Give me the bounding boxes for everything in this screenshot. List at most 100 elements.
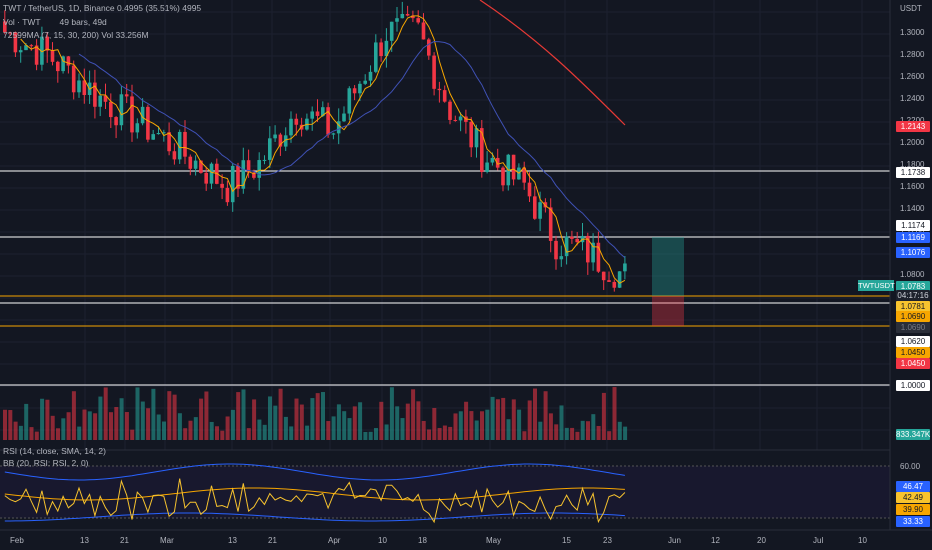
volume-bar bbox=[623, 426, 628, 440]
volume-bar bbox=[241, 389, 246, 440]
price-tick: 1.0800 bbox=[900, 270, 925, 279]
volume-bar bbox=[87, 411, 92, 440]
volume-bar bbox=[548, 413, 553, 440]
time-tick: 23 bbox=[603, 536, 612, 545]
volume-bar bbox=[13, 421, 18, 440]
volume-bar bbox=[278, 388, 283, 440]
volume-bar bbox=[24, 403, 29, 440]
volume-bar bbox=[570, 427, 575, 440]
candle-body bbox=[140, 106, 145, 124]
candle-body bbox=[225, 187, 230, 203]
price-tag: 1.0690 bbox=[896, 322, 930, 333]
price-tag: 833.347K bbox=[896, 429, 931, 440]
volume-bar bbox=[368, 431, 373, 440]
rsi-ma-line bbox=[4, 487, 625, 501]
candle-body bbox=[3, 21, 7, 33]
time-tick: 12 bbox=[711, 536, 720, 545]
price-tag: 04:17:16 bbox=[896, 290, 930, 301]
volume-bar bbox=[464, 401, 469, 440]
symbol-line[interactable]: TWT / TetherUS, 1D, Binance bbox=[3, 3, 115, 13]
time-tick: 21 bbox=[120, 536, 129, 545]
candle-body bbox=[374, 42, 378, 72]
volume-bar bbox=[326, 421, 331, 440]
candle-body bbox=[273, 134, 277, 139]
candle-body bbox=[543, 202, 548, 208]
candle-body bbox=[289, 118, 293, 136]
ma-value: Vol 33.256M bbox=[101, 30, 149, 40]
candle-body bbox=[257, 160, 261, 178]
candle-body bbox=[188, 156, 193, 169]
ma-label[interactable]: 72599MA (7, 15, 30, 200) bbox=[3, 30, 99, 40]
volume-bar bbox=[193, 417, 198, 440]
volume-value: 49 bars, 49d bbox=[59, 17, 107, 27]
candle-body bbox=[347, 88, 352, 114]
candle-body bbox=[559, 256, 564, 260]
candle-body bbox=[511, 154, 516, 180]
volume-bar bbox=[442, 425, 447, 440]
volume-bar bbox=[384, 424, 389, 440]
volume-bar bbox=[220, 430, 225, 440]
volume-bar bbox=[310, 398, 315, 440]
candle-body bbox=[183, 131, 187, 157]
candle-body bbox=[66, 56, 71, 66]
candle-body bbox=[384, 40, 389, 57]
candle-body bbox=[61, 56, 65, 72]
volume-bar bbox=[305, 425, 310, 440]
rsi-legend-1[interactable]: RSI (14, close, SMA, 14, 2) bbox=[3, 446, 106, 456]
rsi-bb-lower bbox=[4, 512, 625, 522]
candle-body bbox=[352, 88, 357, 94]
time-tick: 13 bbox=[80, 536, 89, 545]
volume-bar bbox=[564, 427, 569, 440]
volume-bar bbox=[252, 399, 257, 440]
volume-bar bbox=[66, 412, 71, 440]
volume-bar bbox=[167, 391, 172, 440]
candle-body bbox=[586, 235, 590, 263]
time-tick: 10 bbox=[858, 536, 867, 545]
candle-body bbox=[167, 132, 171, 152]
rsi-tag: 33.33 bbox=[896, 516, 930, 527]
volume-bar bbox=[607, 431, 612, 440]
volume-bar bbox=[236, 392, 241, 440]
volume-bar bbox=[56, 428, 60, 440]
candle-body bbox=[617, 271, 622, 288]
price-tick: 1.1800 bbox=[900, 160, 925, 169]
volume-bar bbox=[490, 396, 495, 440]
rsi-bb-upper bbox=[4, 463, 625, 481]
candle-body bbox=[448, 101, 452, 120]
time-tick: 21 bbox=[268, 536, 277, 545]
volume-bar bbox=[283, 416, 288, 440]
candle-body bbox=[294, 118, 299, 125]
ma-fast-line bbox=[20, 15, 626, 284]
volume-bar bbox=[596, 425, 601, 440]
volume-bar bbox=[421, 420, 426, 440]
volume-bar bbox=[183, 428, 188, 440]
candle-body bbox=[241, 160, 246, 189]
candle-body bbox=[230, 165, 235, 203]
candle-body bbox=[98, 95, 102, 107]
price-tag: 1.0690 bbox=[896, 311, 930, 322]
candle-body bbox=[103, 95, 108, 102]
price-tick: 1.1600 bbox=[900, 182, 925, 191]
volume-bar bbox=[98, 396, 103, 440]
volume-bar bbox=[34, 431, 39, 440]
candle-body bbox=[119, 94, 124, 126]
price-tick: 1.1400 bbox=[900, 204, 925, 213]
volume-bar bbox=[225, 416, 230, 440]
currency-label: USDT bbox=[900, 4, 922, 13]
volume-bar bbox=[130, 429, 135, 440]
candle-body bbox=[395, 18, 399, 22]
volume-bar bbox=[480, 411, 484, 440]
volume-bar bbox=[432, 408, 437, 440]
volume-bar bbox=[146, 408, 151, 440]
volume-bar bbox=[151, 388, 156, 440]
candle-body bbox=[480, 128, 484, 172]
candle-body bbox=[527, 182, 532, 197]
rsi-legend-2[interactable]: BB (20, RSI: RSI, 2, 0) bbox=[3, 458, 89, 468]
volume-label[interactable]: Vol · TWT bbox=[3, 17, 41, 27]
time-tick: 13 bbox=[228, 536, 237, 545]
candle-body bbox=[321, 107, 325, 116]
volume-bar bbox=[172, 394, 177, 440]
candle-body bbox=[342, 113, 346, 122]
volume-bar bbox=[506, 419, 511, 440]
